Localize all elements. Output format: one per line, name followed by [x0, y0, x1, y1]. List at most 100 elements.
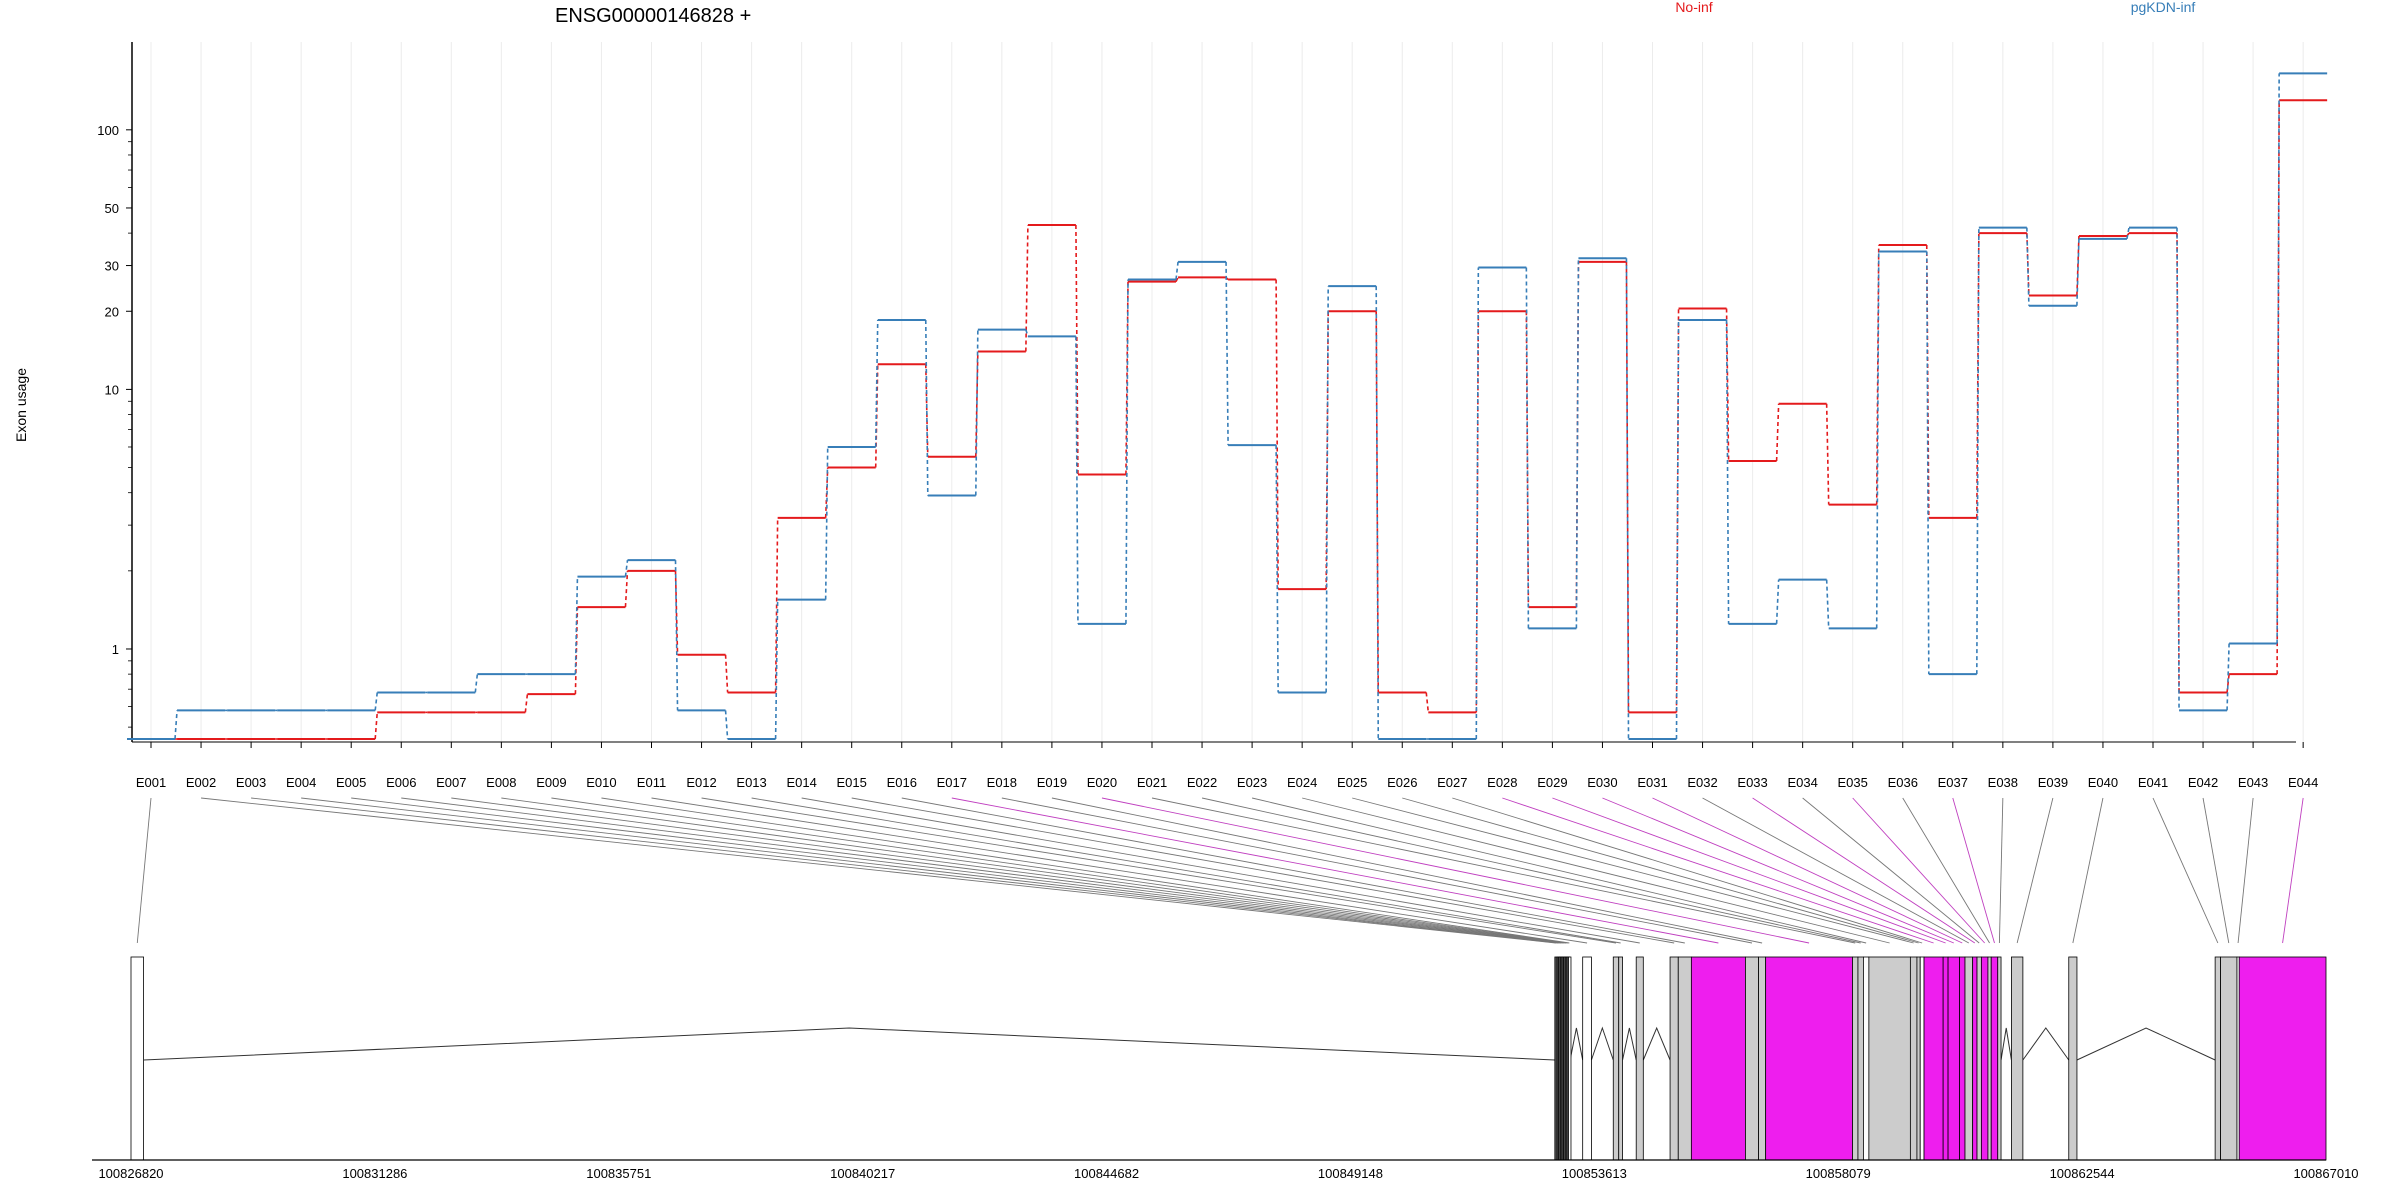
- connector-line: [1075, 336, 1079, 624]
- connector-line: [474, 674, 479, 693]
- x-tick-label-e036: E036: [1888, 775, 1918, 790]
- connector-line: [724, 654, 729, 693]
- genomic-tick-label-2: 100835751: [586, 1166, 651, 1181]
- exon-box-e024: [1868, 956, 1911, 1161]
- x-tick-label-e042: E042: [2188, 775, 2218, 790]
- intron-2: [1569, 1027, 1584, 1061]
- exon-box-e037: [1990, 956, 1999, 1161]
- connector-e037: [1952, 797, 1995, 944]
- series-pgkdn-inf: [127, 72, 2328, 740]
- genomic-tick-label-5: 100849148: [1318, 1166, 1383, 1181]
- connector-line: [1225, 261, 1229, 446]
- x-tick-label-e005: E005: [336, 775, 366, 790]
- connector-line: [374, 692, 379, 711]
- genomic-tick-label-0: 100826820: [98, 1166, 163, 1181]
- connector-line: [1725, 308, 1730, 461]
- x-tick-label-e020: E020: [1087, 775, 1117, 790]
- x-tick-label-e002: E002: [186, 775, 216, 790]
- x-tick-label-e026: E026: [1387, 775, 1417, 790]
- genomic-axis-ticks: 100826820 100831286 100835751 100840217 1008…: [98, 1166, 2358, 1181]
- x-tick-label-e041: E041: [2138, 775, 2168, 790]
- x-tick-label-e033: E033: [1737, 775, 1767, 790]
- x-tick-label-e028: E028: [1487, 775, 1517, 790]
- x-tick-label-e011: E011: [637, 775, 666, 790]
- x-tick-label-e025: E025: [1337, 775, 1367, 790]
- connector-line: [624, 559, 629, 577]
- genomic-tick-label-3: 100840217: [830, 1166, 895, 1181]
- exon-box-e033: [1972, 956, 1978, 1161]
- connector-line: [1375, 311, 1380, 693]
- exon-box-e011: [1582, 956, 1592, 1161]
- connector-e033: [1752, 797, 1976, 944]
- connector-line: [874, 320, 879, 448]
- connector-line: [1375, 286, 1380, 740]
- connector-line: [1425, 692, 1430, 713]
- y-tick-label-1: 1: [112, 642, 119, 657]
- connector-e039: [2016, 797, 2054, 944]
- connector-line: [524, 694, 529, 713]
- connector-line: [1625, 258, 1630, 740]
- connector-line: [1475, 267, 1480, 740]
- exon-box-e029: [1942, 956, 1949, 1161]
- connector-line: [1825, 403, 1830, 505]
- x-tick-label-e039: E039: [2038, 775, 2068, 790]
- exon-box-e042: [2220, 956, 2238, 1161]
- connector-line: [1175, 261, 1179, 280]
- connector-line: [1775, 403, 1780, 462]
- x-tick-label-e004: E004: [286, 775, 316, 790]
- connector-line: [2126, 227, 2130, 240]
- exon-box-e041: [2214, 956, 2221, 1161]
- y-tick-label-20: 20: [105, 304, 119, 319]
- x-tick-label-e006: E006: [386, 775, 416, 790]
- connector-line: [174, 710, 178, 740]
- series-lines: [127, 72, 2328, 740]
- x-tick-label-e016: E016: [887, 775, 917, 790]
- chart-title: ENSG00000146828 +: [555, 5, 751, 27]
- y-tick-label-10: 10: [105, 382, 119, 397]
- x-tick-label-e043: E043: [2238, 775, 2268, 790]
- gene-model: [130, 956, 2327, 1161]
- connector-e001: [136, 797, 152, 944]
- x-tick-label-e010: E010: [586, 775, 616, 790]
- exon-box-e023: [1863, 956, 1870, 1161]
- exon-box-e014: [1635, 956, 1644, 1161]
- x-tick-label-e013: E013: [736, 775, 766, 790]
- exon-box-e020: [1765, 956, 1853, 1161]
- exon-box-e017: [1690, 956, 1746, 1161]
- x-tick-label-e014: E014: [786, 775, 816, 790]
- connector-line: [1025, 329, 1029, 337]
- intron-6: [2000, 1027, 2012, 1061]
- connector-e030: [1602, 797, 1954, 944]
- grid-lines: [150, 42, 2304, 742]
- x-tick-label-e032: E032: [1687, 775, 1717, 790]
- connector-e020: [1101, 797, 1810, 944]
- connector-line: [1825, 579, 1830, 629]
- connector-e021: [1151, 797, 1856, 944]
- connector-e011: [651, 797, 1588, 944]
- intron-4: [1622, 1027, 1637, 1061]
- connector-e009: [551, 797, 1568, 944]
- connector-line: [1976, 227, 1980, 675]
- connector-e005: [351, 797, 1562, 944]
- genomic-tick-label-7: 100858079: [1806, 1166, 1871, 1181]
- connector-e014: [801, 797, 1640, 944]
- legend-item-no-inf: No-inf: [1675, 0, 1712, 15]
- connector-line: [574, 576, 579, 675]
- exon-box-e016: [1677, 956, 1692, 1161]
- connector-e008: [501, 797, 1567, 944]
- connector-e026: [1402, 797, 1919, 944]
- connector-e034: [1802, 797, 1980, 944]
- x-axis-ticks: E001 E002 E003 E004 E005 E006 E007 E008 E009 E010…: [136, 742, 2318, 790]
- x-tick-label-e037: E037: [1938, 775, 1968, 790]
- exon-box-e044: [2238, 956, 2327, 1161]
- x-tick-label-e031: E031: [1637, 775, 1667, 790]
- intron-1: [143, 1027, 1555, 1061]
- connector-line: [774, 517, 779, 693]
- connector-e003: [251, 797, 1558, 944]
- connector-e035: [1852, 797, 1985, 944]
- x-tick-label-e029: E029: [1537, 775, 1567, 790]
- y-axis-label: Exon usage: [13, 368, 29, 442]
- exon-box-e021: [1852, 956, 1859, 1161]
- x-tick-label-e040: E040: [2088, 775, 2118, 790]
